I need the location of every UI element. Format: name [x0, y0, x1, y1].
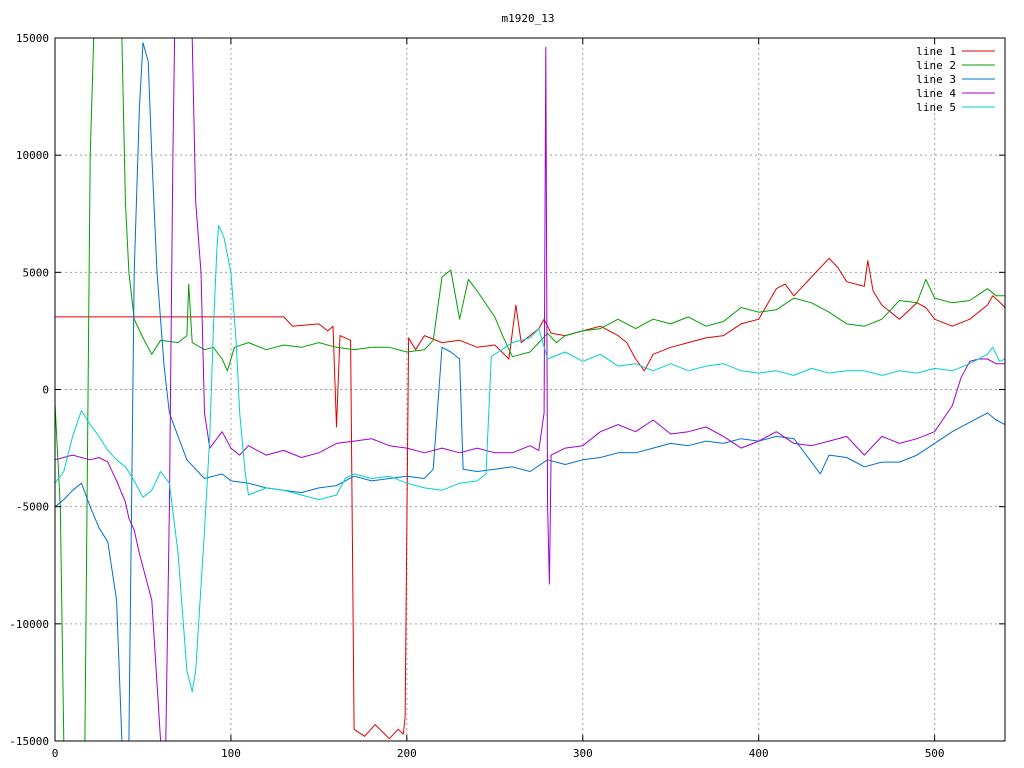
grid-lines	[55, 38, 1005, 741]
legend-label-5: line 5	[916, 101, 956, 114]
series-line-3	[55, 42, 1005, 741]
series-line-2	[55, 38, 1005, 741]
series-line-4	[55, 38, 1005, 741]
x-tick-label: 100	[221, 747, 241, 760]
x-tick-label: 500	[925, 747, 945, 760]
x-tick-label: 0	[52, 747, 59, 760]
legend-label-2: line 2	[916, 59, 956, 72]
x-tick-label: 200	[397, 747, 417, 760]
series-lines	[55, 38, 1005, 741]
legend-label-3: line 3	[916, 73, 956, 86]
y-tick-label: 5000	[23, 266, 50, 279]
y-tick-label: -5000	[16, 501, 49, 514]
y-tick-label: 10000	[16, 149, 49, 162]
chart-title: m1920_13	[502, 12, 555, 25]
legend-label-4: line 4	[916, 87, 956, 100]
y-tick-label: -15000	[9, 735, 49, 748]
x-tick-label: 300	[573, 747, 593, 760]
x-tick-label: 400	[749, 747, 769, 760]
y-tick-label: -10000	[9, 618, 49, 631]
y-tick-label: 15000	[16, 32, 49, 45]
series-line-1	[55, 257, 1005, 740]
series-line-5	[55, 225, 1005, 693]
legend-label-1: line 1	[916, 45, 956, 58]
axis-ticks: 0 100 200 300 400 500 -15000 -10000 -5000 0 5000 10…	[9, 32, 1005, 760]
y-tick-label: 0	[42, 384, 49, 397]
